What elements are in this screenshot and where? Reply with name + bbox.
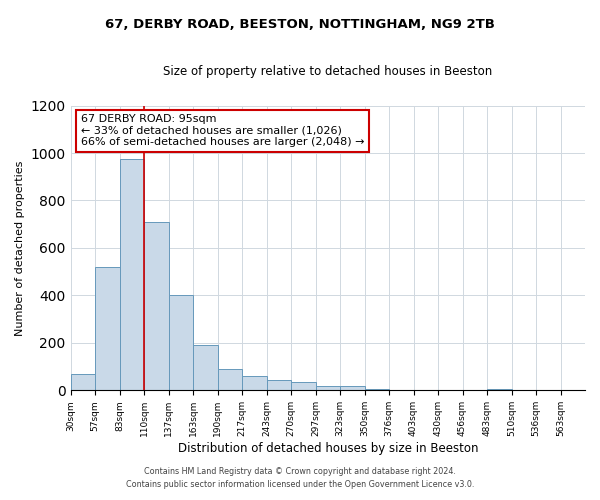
Bar <box>242 376 266 390</box>
Bar <box>95 267 119 390</box>
Bar <box>487 389 512 390</box>
Bar <box>340 386 365 390</box>
Text: 67, DERBY ROAD, BEESTON, NOTTINGHAM, NG9 2TB: 67, DERBY ROAD, BEESTON, NOTTINGHAM, NG9… <box>105 18 495 30</box>
Bar <box>365 389 389 390</box>
Bar <box>144 222 169 390</box>
X-axis label: Distribution of detached houses by size in Beeston: Distribution of detached houses by size … <box>178 442 478 455</box>
Y-axis label: Number of detached properties: Number of detached properties <box>15 160 25 336</box>
Text: Contains HM Land Registry data © Crown copyright and database right 2024.
Contai: Contains HM Land Registry data © Crown c… <box>126 468 474 489</box>
Bar <box>266 380 291 390</box>
Title: Size of property relative to detached houses in Beeston: Size of property relative to detached ho… <box>163 65 493 78</box>
Bar <box>169 296 193 390</box>
Bar <box>119 159 144 390</box>
Bar <box>193 346 218 391</box>
Bar <box>291 382 316 390</box>
Bar <box>316 386 340 390</box>
Bar <box>71 374 95 390</box>
Bar <box>218 369 242 390</box>
Text: 67 DERBY ROAD: 95sqm
← 33% of detached houses are smaller (1,026)
66% of semi-de: 67 DERBY ROAD: 95sqm ← 33% of detached h… <box>81 114 364 148</box>
